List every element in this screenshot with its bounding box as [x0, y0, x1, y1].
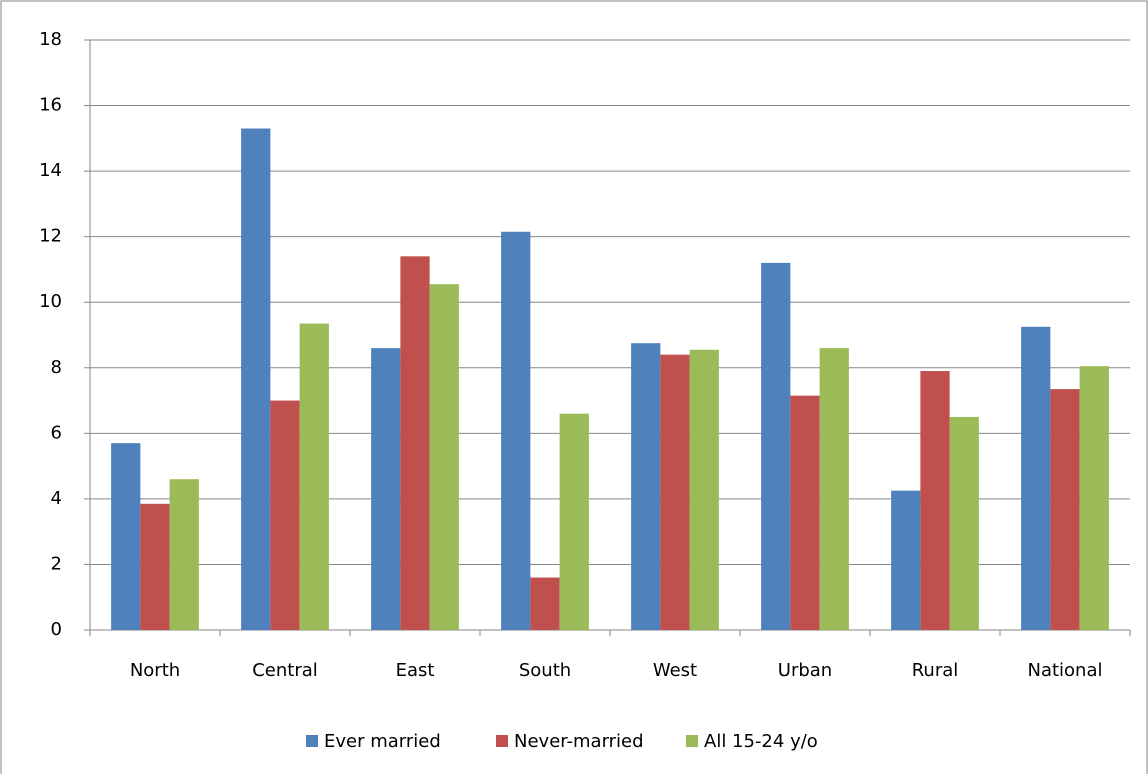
y-tick-label: 14 — [39, 160, 62, 181]
bar — [1021, 326, 1051, 630]
x-tick-label: Urban — [778, 660, 832, 681]
legend-swatch — [496, 735, 508, 747]
y-tick-label: 6 — [51, 422, 62, 443]
legend-label: All 15-24 y/o — [704, 731, 818, 752]
bar — [660, 354, 690, 630]
bar — [949, 416, 979, 630]
y-tick-label: 2 — [51, 553, 62, 574]
y-tick-label: 12 — [39, 226, 62, 247]
x-tick-label: Central — [252, 660, 318, 681]
bar — [299, 323, 329, 630]
y-tick-label: 10 — [39, 291, 62, 312]
y-tick-label: 8 — [51, 357, 62, 378]
bar — [400, 256, 430, 630]
bar — [1079, 366, 1109, 630]
bar — [270, 400, 300, 630]
bar — [169, 479, 199, 630]
bar — [761, 262, 791, 630]
x-tick-label: West — [653, 660, 697, 681]
bar — [920, 371, 950, 630]
y-tick-label: 0 — [51, 619, 62, 640]
bar — [429, 284, 459, 630]
x-tick-label: East — [396, 660, 435, 681]
y-tick-label: 16 — [39, 95, 62, 116]
bar — [689, 349, 719, 630]
y-tick-label: 18 — [39, 29, 62, 50]
bar — [501, 231, 531, 630]
x-tick-label: Rural — [912, 660, 959, 681]
x-tick-label: South — [519, 660, 571, 681]
bar — [819, 348, 849, 630]
bar — [1050, 389, 1080, 630]
bar — [111, 443, 141, 630]
bar — [790, 395, 820, 630]
bar — [140, 503, 170, 630]
legend-swatch — [306, 735, 318, 747]
legend-swatch — [686, 735, 698, 747]
legend-label: Ever married — [324, 731, 441, 752]
bar — [891, 490, 921, 630]
bar — [241, 128, 271, 630]
legend-label: Never-married — [514, 731, 644, 752]
bar — [631, 343, 661, 630]
x-tick-label: National — [1027, 660, 1102, 681]
y-tick-label: 4 — [51, 488, 62, 509]
bar — [371, 348, 401, 630]
bar — [530, 577, 560, 630]
bar — [559, 413, 589, 630]
x-tick-label: North — [130, 660, 180, 681]
